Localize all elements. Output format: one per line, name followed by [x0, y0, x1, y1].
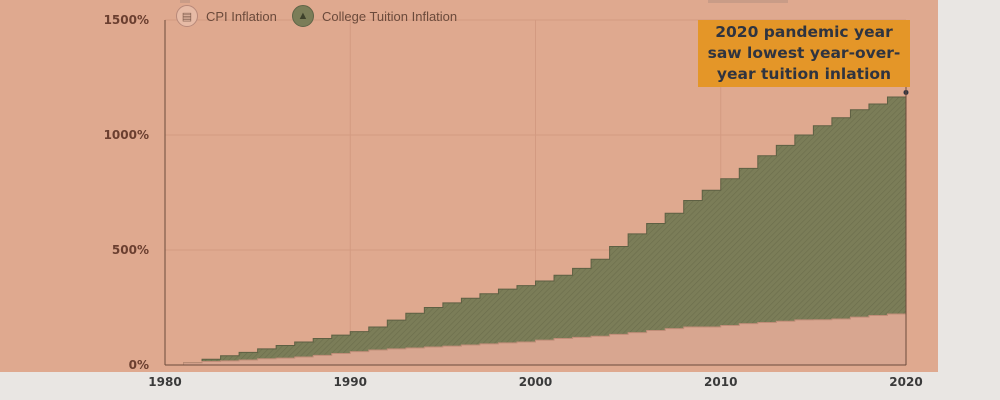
legend-item-cpi[interactable]: ▤ CPI Inflation	[176, 4, 277, 28]
axes	[164, 20, 907, 366]
tick-labels: 0% 500% 1000% 1500% 1980 1990 2000 2010 2020	[104, 13, 923, 389]
series-area-cpi	[165, 312, 907, 366]
annotation-callout: 2020 pandemic year saw lowest year-over-…	[698, 20, 910, 87]
x-tick-label: 1980	[148, 375, 181, 389]
legend-stub-left	[180, 0, 190, 3]
chart-icon: ▤	[176, 5, 198, 27]
legend-label-tuition: College Tuition Inflation	[322, 8, 458, 24]
y-tick-label: 500%	[112, 243, 149, 257]
x-tick-label: 2000	[519, 375, 552, 389]
y-tick-label: 1500%	[104, 13, 149, 27]
x-tick-label: 2020	[889, 375, 922, 389]
legend-label-cpi: CPI Inflation	[206, 8, 277, 24]
x-tick-label: 2010	[704, 375, 737, 389]
graduation-cap-icon: ▲	[292, 5, 314, 27]
y-tick-label: 0%	[129, 358, 149, 372]
y-tick-label: 1000%	[104, 128, 149, 142]
legend-stub-right	[708, 0, 788, 3]
series-area-tuition	[165, 92, 907, 366]
x-tick-label: 1990	[334, 375, 367, 389]
legend-item-tuition[interactable]: ▲ College Tuition Inflation	[292, 4, 457, 28]
series-areas	[165, 89, 909, 366]
